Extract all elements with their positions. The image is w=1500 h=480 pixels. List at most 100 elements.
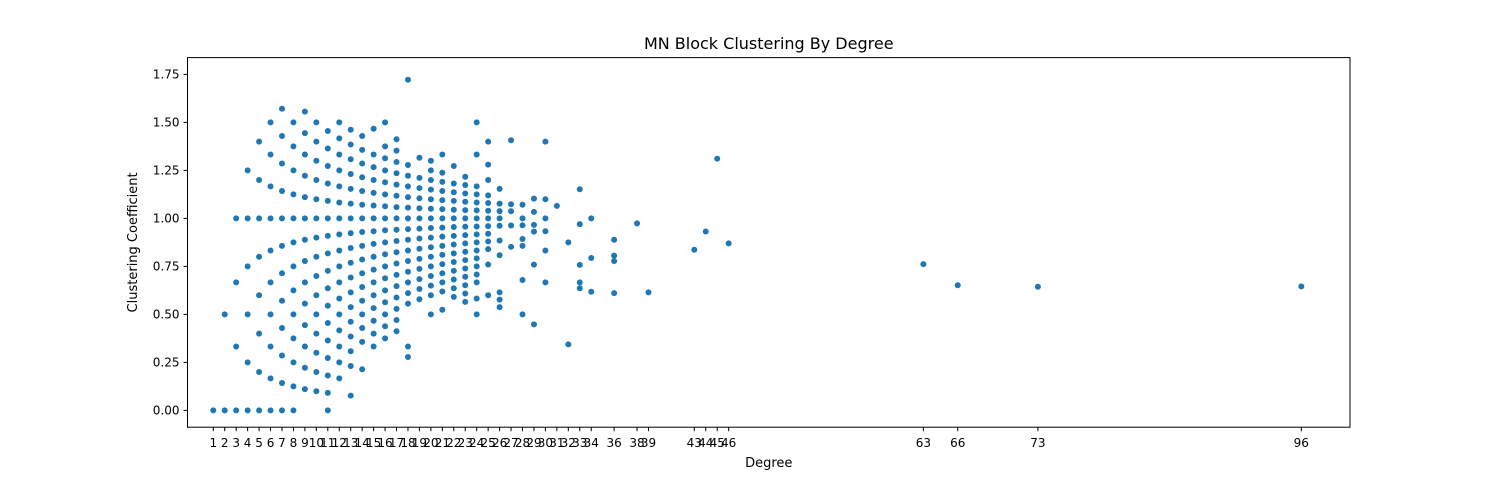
data-point — [393, 283, 400, 290]
data-point — [439, 251, 446, 258]
data-point — [393, 249, 400, 256]
data-point — [382, 227, 389, 234]
data-point — [427, 311, 434, 318]
data-point — [347, 215, 354, 222]
data-point — [301, 236, 308, 243]
x-tick-label: 18 — [400, 436, 415, 450]
data-point — [382, 311, 389, 318]
data-point — [359, 311, 366, 318]
data-point — [542, 215, 549, 222]
data-point — [290, 407, 297, 414]
x-tick-label: 44 — [698, 436, 713, 450]
x-tick-label: 45 — [710, 436, 725, 450]
data-point — [324, 232, 331, 239]
data-point — [519, 235, 526, 242]
data-point — [370, 253, 377, 260]
data-point — [714, 155, 721, 162]
x-tick-label: 46 — [721, 436, 736, 450]
data-point — [427, 292, 434, 299]
x-tick-label: 13 — [343, 436, 358, 450]
data-point — [313, 253, 320, 260]
data-point — [347, 318, 354, 325]
data-point — [553, 202, 560, 209]
data-point — [336, 247, 343, 254]
data-point — [565, 239, 572, 246]
data-point — [336, 183, 343, 190]
data-point — [313, 349, 320, 356]
data-point — [404, 300, 411, 307]
data-point — [496, 296, 503, 303]
data-point — [290, 335, 297, 342]
data-point — [393, 170, 400, 177]
data-point — [496, 304, 503, 311]
data-point — [278, 160, 285, 167]
data-point — [370, 177, 377, 183]
data-point — [611, 252, 618, 259]
data-point — [485, 292, 492, 299]
data-point — [324, 354, 331, 361]
data-point — [485, 246, 492, 253]
x-axis-label: Degree — [745, 456, 792, 471]
data-point — [244, 167, 251, 174]
data-point — [485, 138, 492, 145]
data-point — [450, 224, 457, 231]
data-point — [565, 341, 572, 348]
data-point — [382, 275, 389, 282]
data-point — [233, 343, 240, 350]
data-point — [427, 282, 434, 289]
data-point — [416, 215, 423, 222]
data-point — [542, 196, 549, 203]
y-tick-label: 1.25 — [153, 163, 180, 177]
data-point — [519, 201, 526, 208]
data-point — [404, 354, 411, 361]
data-point — [508, 243, 515, 250]
data-point — [954, 282, 961, 289]
x-tick-label: 29 — [526, 436, 541, 450]
x-tick-label: 10 — [309, 436, 324, 450]
data-point — [427, 205, 434, 212]
data-point — [404, 172, 411, 179]
data-point — [439, 306, 446, 313]
data-point — [485, 238, 492, 245]
data-point — [473, 151, 480, 158]
data-point — [347, 304, 354, 311]
x-tick-label: 15 — [366, 436, 381, 450]
data-point — [324, 145, 331, 152]
data-point — [290, 143, 297, 150]
data-point — [462, 248, 469, 255]
data-point — [336, 359, 343, 366]
data-point — [324, 372, 331, 379]
data-point — [313, 369, 320, 375]
data-point — [313, 138, 320, 145]
data-point — [290, 359, 297, 366]
data-point — [496, 289, 503, 296]
data-point — [462, 273, 469, 280]
data-point — [359, 160, 366, 167]
data-point — [313, 177, 320, 183]
data-point — [576, 285, 583, 292]
data-point — [347, 259, 354, 266]
data-point — [530, 221, 537, 228]
x-tick-label: 14 — [355, 436, 370, 450]
x-tick-label: 32 — [561, 436, 576, 450]
data-point — [416, 195, 423, 202]
data-point — [404, 343, 411, 350]
data-point — [416, 185, 423, 192]
data-point — [416, 296, 423, 303]
y-tick-label: 0.25 — [153, 355, 180, 369]
data-point — [393, 136, 400, 143]
data-point — [382, 251, 389, 258]
data-point — [611, 290, 618, 297]
data-point — [393, 238, 400, 245]
data-point — [267, 183, 274, 190]
data-point — [462, 207, 469, 214]
x-tick-label: 1 — [209, 436, 217, 450]
data-point — [416, 265, 423, 272]
data-point — [473, 215, 480, 222]
data-point — [267, 311, 274, 318]
data-point — [324, 128, 331, 135]
data-point — [473, 119, 480, 126]
data-point — [485, 261, 492, 268]
x-tick-label: 36 — [606, 436, 621, 450]
plot-frame — [187, 57, 1351, 428]
